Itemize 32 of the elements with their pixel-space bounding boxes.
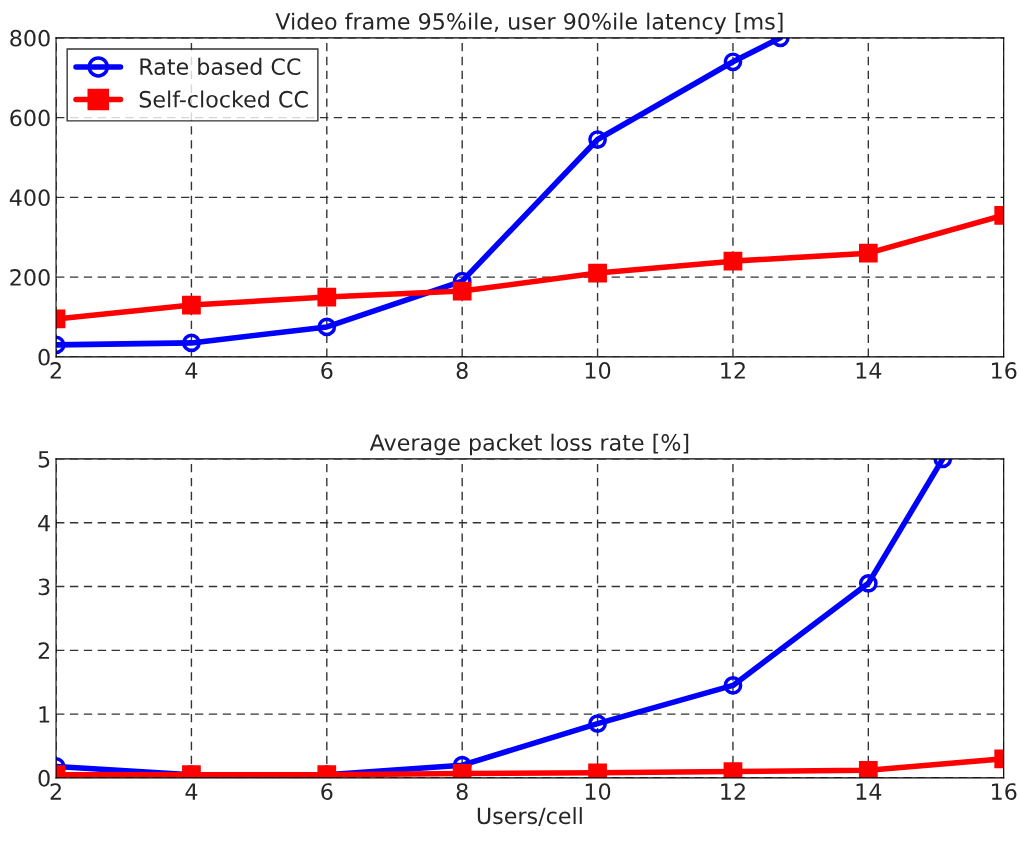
x-tick-label: 2: [50, 362, 61, 379]
x-tick-label: 6: [321, 783, 333, 800]
y-tick-label: 4: [38, 514, 50, 532]
x-axis-title: Users/cell: [477, 807, 582, 827]
x-tick-label: 6: [321, 362, 333, 379]
x-tick-label: 14: [856, 783, 882, 800]
y-tick-label: 1: [39, 706, 50, 723]
x-tick-label: 12: [721, 783, 745, 800]
y-tick-label: 600: [10, 109, 50, 127]
x-tick-label: 4: [185, 362, 198, 379]
y-tick-label: 400: [9, 189, 50, 207]
legend-label: Rate based CC: [140, 57, 301, 76]
x-tick-label: 10: [585, 362, 611, 379]
x-tick-label: 16: [992, 783, 1017, 800]
y-tick-label: 200: [10, 269, 50, 286]
y-tick-label: 800: [10, 29, 50, 47]
y-tick-label: 2: [38, 642, 49, 659]
y-tick-label: 5: [38, 451, 50, 468]
y-tick-label: 0: [38, 348, 50, 366]
chart-title: Video frame 95%ile, user 90%ile latency [ms]: [275, 12, 783, 35]
y-tick-label: 3: [38, 578, 50, 596]
x-tick-label: 10: [585, 783, 611, 800]
x-tick-label: 2: [50, 783, 61, 800]
x-tick-label: 8: [456, 783, 468, 800]
y-tick-label: 0: [38, 769, 50, 787]
x-tick-label: 14: [856, 362, 882, 379]
legend-label: Self-clocked CC: [139, 90, 308, 108]
x-tick-label: 16: [992, 362, 1017, 379]
x-tick-label: 4: [185, 783, 198, 800]
chart-title: Average packet loss rate [%]: [369, 433, 689, 456]
x-tick-label: 8: [456, 362, 468, 379]
x-tick-label: 12: [721, 362, 745, 379]
